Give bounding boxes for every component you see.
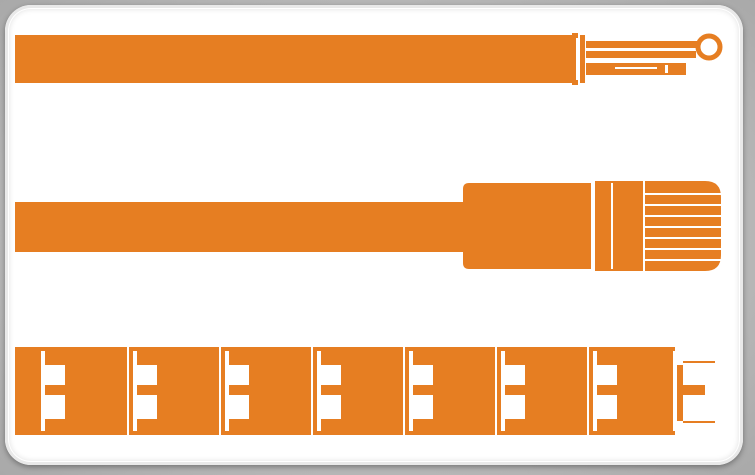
cable-illustration bbox=[15, 33, 723, 435]
cable-segment bbox=[589, 347, 677, 435]
cable-segment bbox=[497, 347, 587, 435]
cable-segment bbox=[221, 347, 311, 435]
cable-segment bbox=[405, 347, 495, 435]
segmented-heating-cable-icon bbox=[15, 347, 715, 435]
illustration-card bbox=[5, 5, 743, 465]
cable-segment bbox=[313, 347, 403, 435]
ring-terminal-cable-icon bbox=[15, 33, 723, 85]
connector-plug-cable-icon bbox=[15, 181, 721, 271]
cable-segment bbox=[37, 347, 127, 435]
cable-segment bbox=[129, 347, 219, 435]
